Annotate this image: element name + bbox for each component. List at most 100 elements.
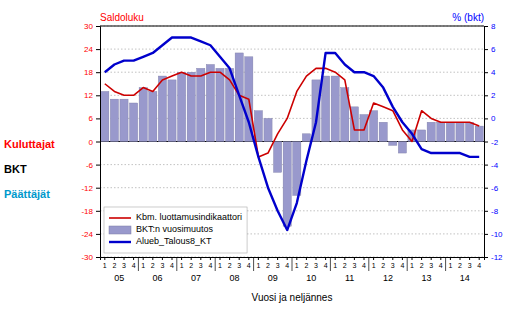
- tick-mark: [258, 257, 259, 260]
- x-group-label: 14: [460, 273, 470, 283]
- tick: 4: [247, 257, 251, 269]
- tick-mark: [484, 118, 488, 119]
- x-group-separator: [445, 257, 446, 271]
- bar: [331, 76, 339, 141]
- tick: 4: [400, 257, 404, 269]
- legend-box: [104, 207, 247, 253]
- tick: 8: [484, 22, 496, 31]
- legend-label: Kbm. luottamusindikaattori: [136, 212, 242, 222]
- tick: 3: [429, 257, 433, 269]
- tick-label: 4: [362, 262, 366, 269]
- tick-label: 8: [491, 22, 496, 31]
- tick-mark: [431, 257, 432, 260]
- tick-mark: [96, 118, 100, 119]
- tick-label: 3: [314, 262, 318, 269]
- tick-label: 12: [84, 91, 93, 100]
- tick: 2: [420, 257, 424, 269]
- tick-mark: [484, 26, 488, 27]
- line: [105, 68, 479, 157]
- tick: 2: [266, 257, 270, 269]
- tick-mark: [440, 257, 441, 260]
- x-group-separator: [176, 257, 177, 271]
- tick: 18: [84, 68, 100, 77]
- tick-mark: [152, 257, 153, 260]
- tick-mark: [172, 257, 173, 260]
- x-group-separator: [215, 257, 216, 271]
- tick: -12: [81, 184, 100, 193]
- grid: [100, 26, 484, 257]
- tick-label: 0: [491, 114, 496, 123]
- bar: [130, 103, 138, 142]
- tick-label: 4: [247, 262, 251, 269]
- tick: 1: [333, 257, 337, 269]
- tick-label: 30: [84, 22, 93, 31]
- tick: 2: [304, 257, 308, 269]
- tick-mark: [392, 257, 393, 260]
- tick: 1: [218, 257, 222, 269]
- tick-label: 6: [89, 114, 94, 123]
- tick-label: 2: [381, 262, 385, 269]
- bar: [274, 142, 282, 173]
- tick: 2: [343, 257, 347, 269]
- tick-mark: [484, 165, 488, 166]
- chart-container: -30-24-18-12-60612182430-12-10-8-6-4-202…: [0, 0, 520, 315]
- bar: [178, 72, 186, 141]
- tick: 4: [439, 257, 443, 269]
- tick-mark: [373, 257, 374, 260]
- tick-label: 0: [89, 138, 94, 147]
- tick-label: 4: [170, 262, 174, 269]
- tick: 3: [122, 257, 126, 269]
- tick-label: 3: [468, 262, 472, 269]
- tick-label: 4: [491, 68, 496, 77]
- tick-mark: [354, 257, 355, 260]
- tick: 1: [295, 257, 299, 269]
- tick: 1: [103, 257, 107, 269]
- tick: 3: [352, 257, 356, 269]
- bar: [139, 88, 147, 142]
- tick-mark: [200, 257, 201, 260]
- y-axis-title: Saldoluku: [100, 12, 144, 23]
- tick-mark: [220, 257, 221, 260]
- bar: [216, 68, 224, 141]
- legend: Kbm. luottamusindikaattoriBKT:n vuosimuu…: [104, 207, 247, 253]
- bar: [283, 142, 291, 227]
- tick-label: -10: [491, 230, 503, 239]
- bar: [456, 122, 464, 141]
- tick-label: -12: [491, 253, 503, 262]
- bar: [110, 99, 118, 141]
- tick: 3: [468, 257, 472, 269]
- tick-mark: [484, 211, 488, 212]
- tick: -2: [484, 138, 499, 147]
- x-group-label: 10: [306, 273, 316, 283]
- tick: 0: [89, 138, 100, 147]
- bar: [197, 68, 205, 141]
- tick: 4: [362, 257, 366, 269]
- tick: 1: [180, 257, 184, 269]
- legend-swatch: [109, 217, 131, 219]
- axis-line: [96, 27, 101, 258]
- tick-label: 3: [276, 262, 280, 269]
- tick: 3: [160, 257, 164, 269]
- bar: [168, 80, 176, 142]
- tick: 1: [372, 257, 376, 269]
- tick-label: 1: [180, 262, 184, 269]
- grid-line: [100, 118, 484, 119]
- x-group-label: 13: [421, 273, 431, 283]
- tick: 30: [84, 22, 100, 31]
- tick: 6: [484, 45, 496, 54]
- bar: [475, 126, 483, 141]
- tick-mark: [306, 257, 307, 260]
- tick-mark: [460, 257, 461, 260]
- y2-axis-title: % (bkt): [452, 12, 484, 23]
- bar: [322, 76, 330, 141]
- tick-label: 3: [352, 262, 356, 269]
- tick-label: 4: [208, 262, 212, 269]
- tick-mark: [450, 257, 451, 260]
- annotations: KuluttajatBKTPäättäjät: [4, 138, 55, 200]
- tick-label: 24: [84, 45, 93, 54]
- tick-mark: [114, 257, 115, 260]
- tick-label: 4: [132, 262, 136, 269]
- bar: [389, 142, 397, 146]
- tick-label: 6: [491, 45, 496, 54]
- tick-label: 2: [112, 262, 116, 269]
